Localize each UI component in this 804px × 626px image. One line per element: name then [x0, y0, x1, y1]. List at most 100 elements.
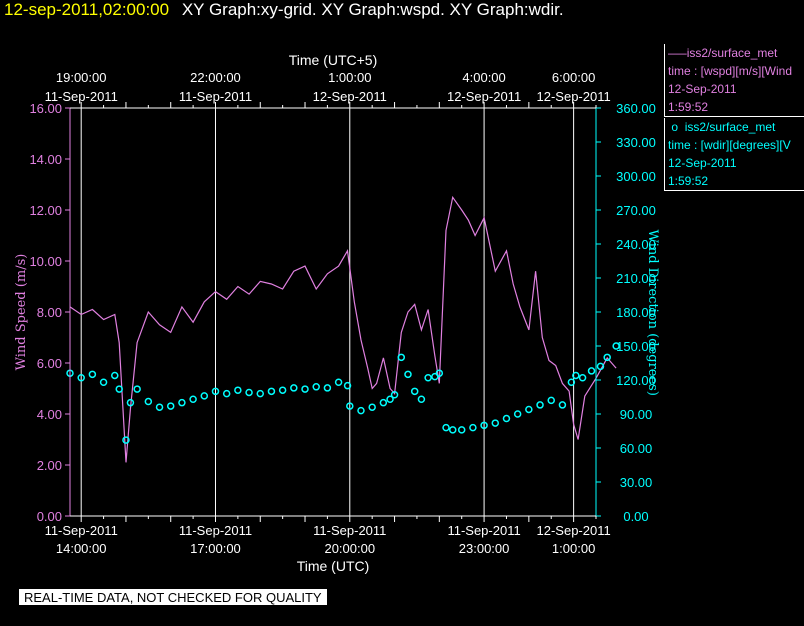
wdir-point: [211, 387, 220, 396]
wdir-point: [424, 373, 432, 382]
quality-disclaimer: REAL-TIME DATA, NOT CHECKED FOR QUALITY: [19, 589, 327, 605]
wdir-point: [77, 373, 85, 382]
wdir-point: [111, 371, 119, 380]
right-tick-label: 270.00: [616, 203, 656, 218]
grid-layer: [80, 108, 575, 516]
legend-variable: time : [wdir][degrees][V: [668, 138, 791, 152]
wdir-point: [603, 353, 611, 362]
bottom-date-label: 11-Sep-2011: [45, 523, 118, 538]
legend-wspd: —–iss2/surface_met time : [wspd][m/s][Wi…: [664, 44, 804, 117]
top-time-label: 6:00:00: [552, 70, 595, 85]
right-tick-label: 120.00: [616, 373, 656, 388]
data-layer: [66, 195, 620, 463]
axis-layer: [65, 102, 601, 522]
bottom-date-label: 11-Sep-2011: [179, 523, 252, 538]
legend-marker-swatch: o: [668, 120, 685, 134]
top-date-label: 12-Sep-2011: [447, 89, 521, 104]
wdir-point: [323, 384, 332, 392]
top-time-label: 22:00:00: [190, 70, 241, 85]
x-axis-title-bottom: Time (UTC): [297, 558, 370, 574]
bottom-date-label: 12-Sep-2011: [537, 523, 611, 538]
left-tick-label: 14.00: [29, 152, 62, 167]
wdir-point: [442, 423, 450, 432]
wdir-point: [578, 373, 587, 382]
left-tick-label: 10.00: [29, 254, 62, 269]
wdir-point: [368, 403, 376, 411]
label-layer: 0.00 2.00 4.00 6.00 8.00 10.00 12.00 14.00 16.00…: [14, 52, 660, 574]
y-axis-title-left: Wind Speed (m/s): [14, 254, 29, 371]
legend-wdir: o iss2/surface_met time : [wdir][degrees…: [664, 118, 804, 191]
right-tick-label: 180.00: [616, 305, 656, 320]
timestamp-title: 12-sep-2011,02:00:00: [4, 0, 170, 19]
wdir-point: [290, 384, 298, 392]
wdir-point: [122, 436, 130, 444]
top-date-label: 11-Sep-2011: [45, 89, 118, 104]
wdir-point: [404, 370, 412, 379]
wdir-point: [256, 389, 265, 398]
graph-list-title: XY Graph:xy-grid. XY Graph:wspd. XY Grap…: [181, 0, 564, 19]
right-tick-label: 30.00: [620, 475, 653, 490]
right-tick-label: 210.00: [616, 271, 656, 286]
wdir-point: [301, 385, 309, 393]
wdir-point: [166, 402, 175, 410]
wdir-point: [144, 397, 153, 406]
wdir-point: [587, 367, 596, 375]
wdir-point: [312, 383, 320, 391]
left-tick-label: 8.00: [37, 305, 62, 320]
wdir-point: [133, 385, 141, 393]
top-time-label: 1:00:00: [328, 70, 371, 85]
wdir-point: [234, 386, 242, 394]
left-tick-label: 12.00: [29, 203, 62, 218]
wdir-point: [346, 402, 354, 410]
wdir-point: [88, 370, 97, 379]
legend-line-swatch: —–: [668, 46, 687, 60]
wspd-series-line: [69, 195, 617, 463]
legend-date: 12-Sep-2011: [668, 156, 737, 170]
wdir-point: [612, 342, 620, 350]
wdir-point: [397, 353, 406, 362]
wdir-point: [278, 386, 287, 394]
wdir-point: [99, 378, 108, 387]
wdir-point: [222, 389, 231, 398]
legend-time: 1:59:52: [668, 174, 709, 188]
wdir-point: [245, 388, 253, 397]
left-tick-label: 16.00: [29, 101, 62, 116]
right-tick-label: 330.00: [616, 135, 656, 150]
x-axis-title-top: Time (UTC+5): [289, 52, 378, 68]
wdir-point: [379, 398, 388, 407]
wdir-point: [480, 421, 488, 430]
right-tick-label: 90.00: [620, 407, 653, 422]
left-tick-label: 4.00: [37, 407, 62, 422]
wdir-point: [334, 378, 343, 387]
wdir-point: [126, 398, 135, 407]
wdir-point: [448, 426, 457, 434]
bottom-date-label: 11-Sep-2011: [447, 523, 520, 538]
wdir-point: [155, 403, 164, 411]
right-tick-label: 0.00: [623, 509, 648, 524]
wdir-point: [525, 405, 533, 414]
wdir-point: [572, 371, 580, 380]
wdir-point: [491, 419, 500, 427]
title-bar: 12-sep-2011,02:00:00 XY Graph:xy-grid. X…: [4, 0, 564, 20]
top-date-label: 12-Sep-2011: [313, 89, 387, 104]
bottom-time-label: 23:00:00: [459, 541, 510, 556]
bottom-time-label: 1:00:00: [552, 541, 595, 556]
right-tick-label: 300.00: [616, 169, 656, 184]
wdir-point: [558, 401, 567, 409]
wdir-point: [536, 401, 544, 409]
top-date-label: 12-Sep-2011: [537, 89, 611, 104]
bottom-time-label: 20:00:00: [324, 541, 375, 556]
wdir-point: [343, 381, 352, 390]
wdir-point: [435, 369, 444, 377]
right-tick-label: 150.00: [616, 339, 656, 354]
wdir-point: [410, 387, 419, 396]
top-date-label: 11-Sep-2011: [179, 89, 252, 104]
wdir-point: [267, 387, 276, 396]
left-tick-label: 2.00: [37, 458, 62, 473]
left-tick-label: 6.00: [37, 356, 62, 371]
top-time-label: 4:00:00: [462, 70, 505, 85]
wdir-point: [189, 395, 197, 404]
legend-time: 1:59:52: [668, 100, 709, 114]
wdir-point: [178, 398, 186, 407]
